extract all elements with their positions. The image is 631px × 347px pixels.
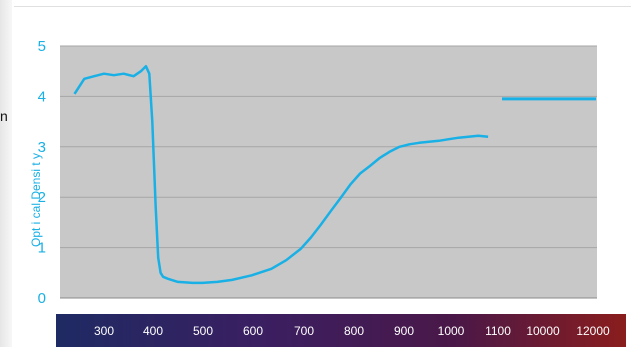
left-margin-strip <box>0 0 12 347</box>
x-tick-label: 600 <box>243 324 263 338</box>
y-tick-label: 1 <box>38 240 46 257</box>
x-tick-label: 400 <box>143 324 163 338</box>
series-lines <box>73 64 596 285</box>
top-rule <box>14 6 631 7</box>
x-tick-label: 10000 <box>526 324 560 338</box>
x-tick-label: 800 <box>344 324 364 338</box>
x-tick-label: 900 <box>394 324 414 338</box>
x-tick-label: 700 <box>294 324 314 338</box>
side-text: n <box>0 108 8 124</box>
y-tick-labels: 0 1 2 3 4 5 <box>38 38 46 307</box>
x-tick-label: 500 <box>193 324 213 338</box>
y-tick-label: 5 <box>38 38 46 55</box>
x-axis-band <box>56 314 626 347</box>
x-tick-label: 12000 <box>576 324 610 338</box>
y-axis-label: Opt i cal Densi t y <box>29 153 43 247</box>
y-tick-label: 2 <box>38 189 46 206</box>
plot-area <box>60 46 597 298</box>
y-tick-label: 3 <box>38 139 46 156</box>
y-tick-label: 4 <box>38 88 46 105</box>
x-tick-label: 1100 <box>485 324 511 338</box>
x-tick-label: 1000 <box>438 324 465 338</box>
series-line-1 <box>73 64 489 285</box>
x-tick-labels: 300 400 500 600 700 800 900 1000 1100 10000 12000 <box>94 324 610 338</box>
y-tick-label: 0 <box>38 290 46 307</box>
x-tick-label: 300 <box>94 324 114 338</box>
